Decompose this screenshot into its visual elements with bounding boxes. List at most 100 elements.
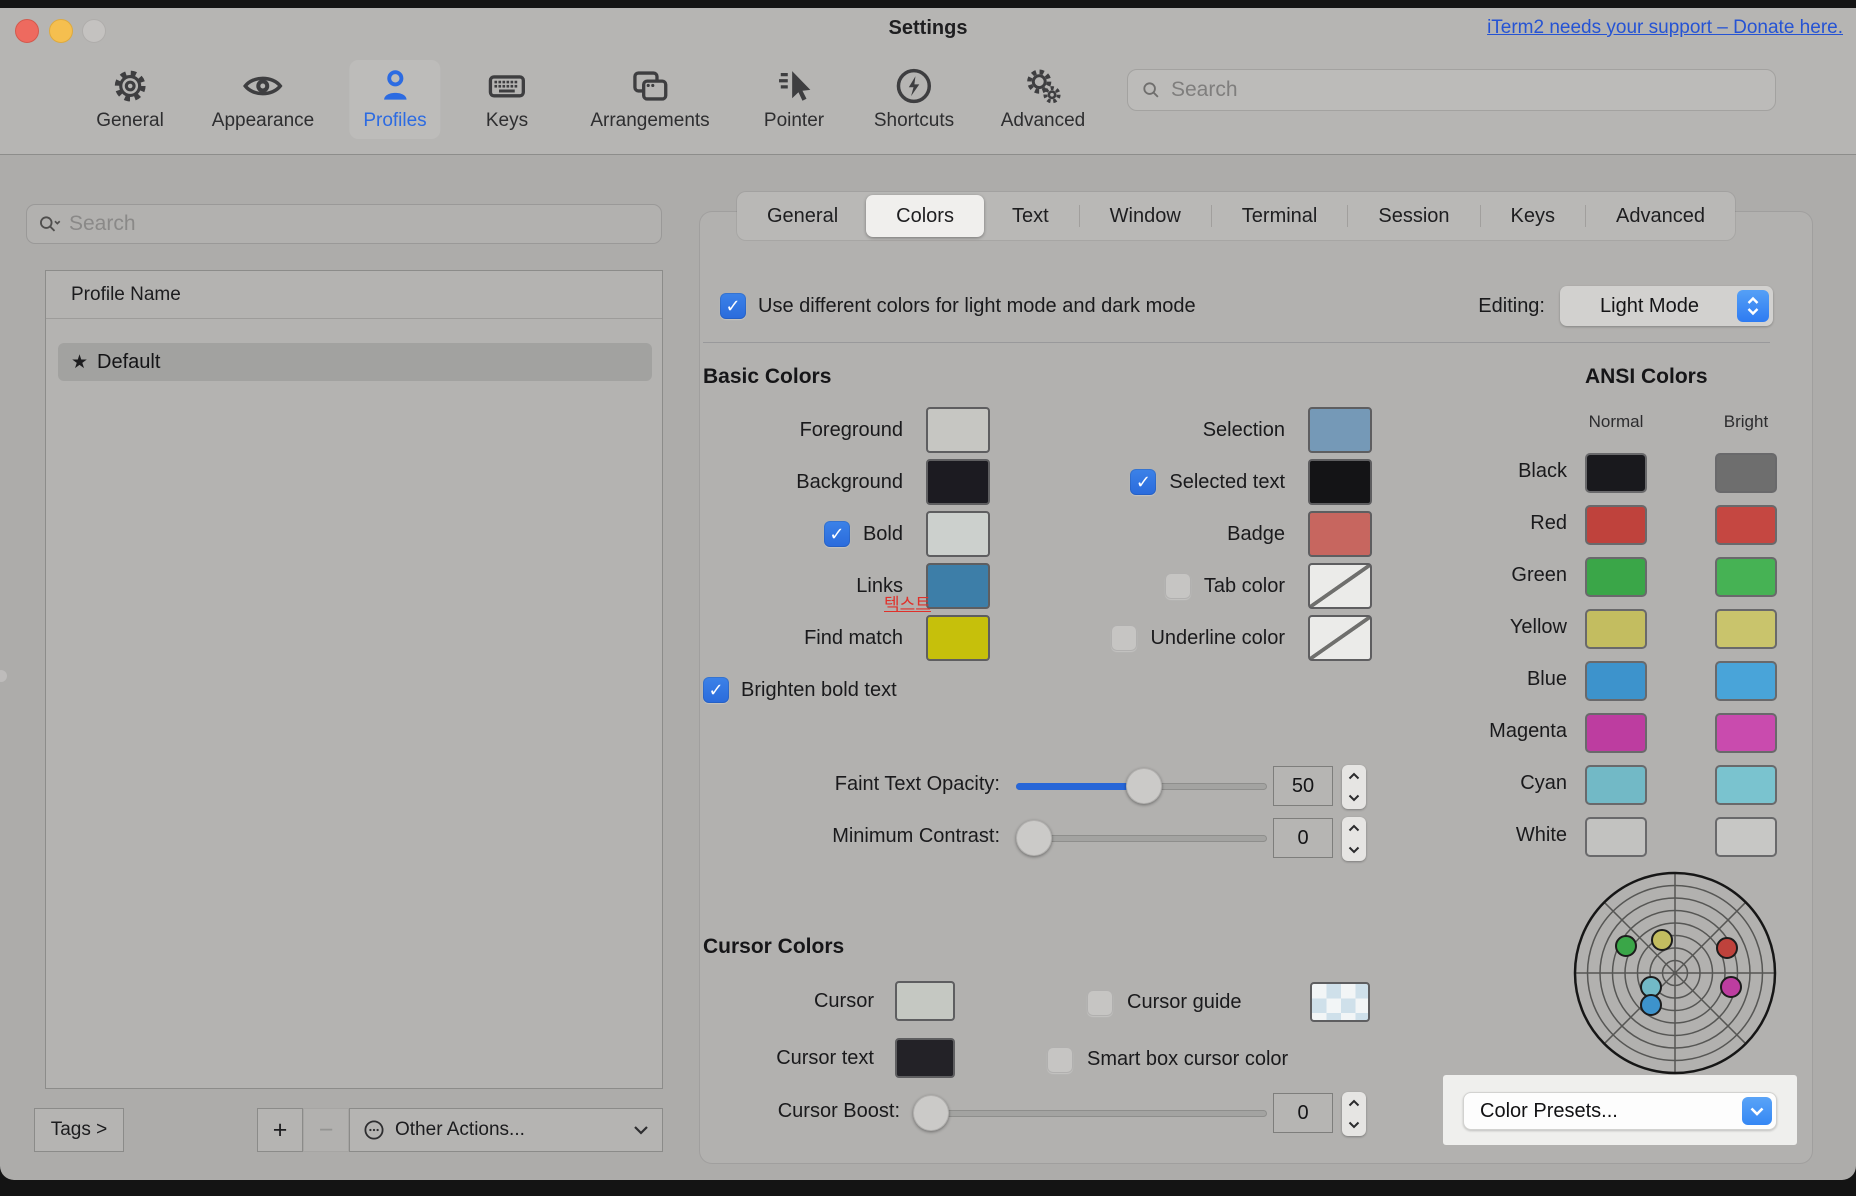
- toolbar-item-shortcuts[interactable]: Shortcuts: [860, 60, 968, 139]
- tab-colors[interactable]: Colors: [866, 195, 984, 237]
- ansi-label-green: Green: [1511, 564, 1567, 586]
- gear-icon: [114, 70, 146, 102]
- minimize-window-button[interactable]: [49, 19, 73, 43]
- minimum-contrast-slider-knob[interactable]: [1016, 820, 1052, 856]
- tab-keys[interactable]: Keys: [1510, 205, 1555, 227]
- tab-divider: [1078, 205, 1080, 227]
- cursor-guide-swatch[interactable]: [1310, 982, 1370, 1022]
- toolbar-item-advanced[interactable]: Advanced: [987, 60, 1100, 139]
- toolbar-label: Arrangements: [590, 110, 710, 131]
- color-wheel[interactable]: [1573, 871, 1777, 1075]
- cursor-swatch[interactable]: [895, 981, 955, 1021]
- color-presets-dropdown[interactable]: Color Presets...: [1463, 1092, 1777, 1130]
- cursor-text-swatch[interactable]: [895, 1038, 955, 1078]
- ansi-green-normal-swatch[interactable]: [1585, 557, 1647, 597]
- profile-search-input[interactable]: Search: [26, 204, 662, 244]
- ansi-label-red: Red: [1530, 512, 1567, 534]
- underline-color-label: Underline color: [1150, 626, 1285, 649]
- minimum-contrast-value-field[interactable]: 0: [1273, 818, 1333, 858]
- remove-profile-button[interactable]: −: [303, 1108, 349, 1152]
- cursor-guide-checkbox[interactable]: [1087, 990, 1113, 1016]
- toolbar-item-arrangements[interactable]: Arrangements: [576, 60, 723, 139]
- cursor-row: Cursor: [640, 981, 955, 1021]
- underline-color-checkbox[interactable]: [1111, 625, 1138, 651]
- toolbar-search-input[interactable]: Search: [1127, 69, 1776, 111]
- tab-terminal[interactable]: Terminal: [1241, 205, 1318, 227]
- minimum-contrast-stepper[interactable]: [1342, 817, 1366, 861]
- add-profile-button[interactable]: +: [257, 1108, 303, 1152]
- other-actions-button[interactable]: Other Actions...: [349, 1108, 663, 1152]
- faint-opacity-slider-knob[interactable]: [1126, 768, 1162, 804]
- selection-swatch[interactable]: [1308, 407, 1372, 453]
- ansi-cyan-bright-swatch[interactable]: [1715, 765, 1777, 805]
- close-window-button[interactable]: [15, 19, 39, 43]
- ansi-green-bright-swatch[interactable]: [1715, 557, 1777, 597]
- badge-swatch[interactable]: [1308, 511, 1372, 557]
- foreground-swatch[interactable]: [926, 407, 990, 453]
- zoom-window-button[interactable]: [82, 19, 106, 43]
- ansi-white-bright-swatch[interactable]: [1715, 817, 1777, 857]
- cursor-boost-slider-knob[interactable]: [913, 1095, 949, 1131]
- tab-color-swatch[interactable]: [1308, 563, 1372, 609]
- minimum-contrast-slider-track[interactable]: [1016, 835, 1267, 842]
- tab-window[interactable]: Window: [1109, 205, 1181, 227]
- tab-general[interactable]: General: [767, 205, 839, 227]
- bold-checkbox[interactable]: [823, 521, 850, 547]
- wheel-dot-magenta[interactable]: [1720, 976, 1742, 998]
- toolbar-item-pointer[interactable]: Pointer: [750, 60, 838, 139]
- editing-mode-popup[interactable]: Light Mode: [1560, 286, 1773, 326]
- tab-text[interactable]: Text: [1011, 205, 1049, 227]
- ansi-yellow-normal-swatch[interactable]: [1585, 609, 1647, 649]
- ansi-magenta-bright-swatch[interactable]: [1715, 713, 1777, 753]
- tags-button[interactable]: Tags >: [34, 1108, 124, 1152]
- ansi-white-normal-swatch[interactable]: [1585, 817, 1647, 857]
- eye-icon: [243, 76, 283, 96]
- profile-table-header: Profile Name: [71, 284, 181, 305]
- cursor-boost-slider-track[interactable]: [917, 1110, 1267, 1117]
- selected-text-swatch[interactable]: [1308, 459, 1372, 505]
- faint-opacity-slider-fill: [1016, 783, 1144, 790]
- ansi-yellow-bright-swatch[interactable]: [1715, 609, 1777, 649]
- light-dark-mode-label: Use different colors for light mode and …: [758, 295, 1196, 317]
- toolbar-item-keys[interactable]: Keys: [472, 60, 542, 139]
- faint-opacity-stepper[interactable]: [1342, 765, 1366, 809]
- links-swatch[interactable]: [926, 563, 990, 609]
- background-swatch[interactable]: [926, 459, 990, 505]
- wheel-dot-blue[interactable]: [1640, 994, 1662, 1016]
- brighten-bold-checkbox[interactable]: [703, 677, 729, 703]
- toolbar-item-appearance[interactable]: Appearance: [198, 60, 328, 139]
- ansi-cyan-normal-swatch[interactable]: [1585, 765, 1647, 805]
- tab-advanced[interactable]: Advanced: [1615, 205, 1705, 227]
- ansi-label-yellow: Yellow: [1509, 616, 1567, 638]
- wheel-dot-yellow[interactable]: [1651, 929, 1673, 951]
- tab-session[interactable]: Session: [1378, 205, 1450, 227]
- window-edge-dot: [0, 670, 7, 682]
- wheel-dot-green[interactable]: [1615, 935, 1637, 957]
- faint-opacity-value-field[interactable]: 50: [1273, 766, 1333, 806]
- ansi-black-normal-swatch[interactable]: [1585, 453, 1647, 493]
- tab-color-checkbox[interactable]: [1164, 573, 1191, 599]
- find-match-swatch[interactable]: [926, 615, 990, 661]
- toolbar-item-profiles[interactable]: Profiles: [349, 60, 441, 139]
- window-title: Settings: [888, 17, 968, 39]
- wheel-dot-red[interactable]: [1716, 937, 1738, 959]
- underline-color-swatch[interactable]: [1308, 615, 1372, 661]
- cursor-boost-value-field[interactable]: 0: [1273, 1093, 1333, 1133]
- light-dark-mode-checkbox[interactable]: [720, 293, 746, 319]
- bold-swatch[interactable]: [926, 511, 990, 557]
- stepper-up-icon: [1348, 824, 1360, 832]
- profile-row-default[interactable]: ★ Default: [58, 343, 652, 381]
- ansi-black-bright-swatch[interactable]: [1715, 453, 1777, 493]
- ansi-red-normal-swatch[interactable]: [1585, 505, 1647, 545]
- toolbar-label: Advanced: [1000, 110, 1086, 131]
- ansi-red-bright-swatch[interactable]: [1715, 505, 1777, 545]
- ansi-blue-normal-swatch[interactable]: [1585, 661, 1647, 701]
- cursor-boost-stepper[interactable]: [1342, 1092, 1366, 1136]
- ansi-label-cyan: Cyan: [1520, 772, 1567, 794]
- ansi-magenta-normal-swatch[interactable]: [1585, 713, 1647, 753]
- ansi-blue-bright-swatch[interactable]: [1715, 661, 1777, 701]
- donate-link[interactable]: iTerm2 needs your support – Donate here.: [1487, 17, 1843, 38]
- smart-box-cursor-checkbox[interactable]: [1047, 1047, 1073, 1073]
- selected-text-checkbox[interactable]: [1130, 469, 1157, 495]
- toolbar-item-general[interactable]: General: [82, 60, 178, 139]
